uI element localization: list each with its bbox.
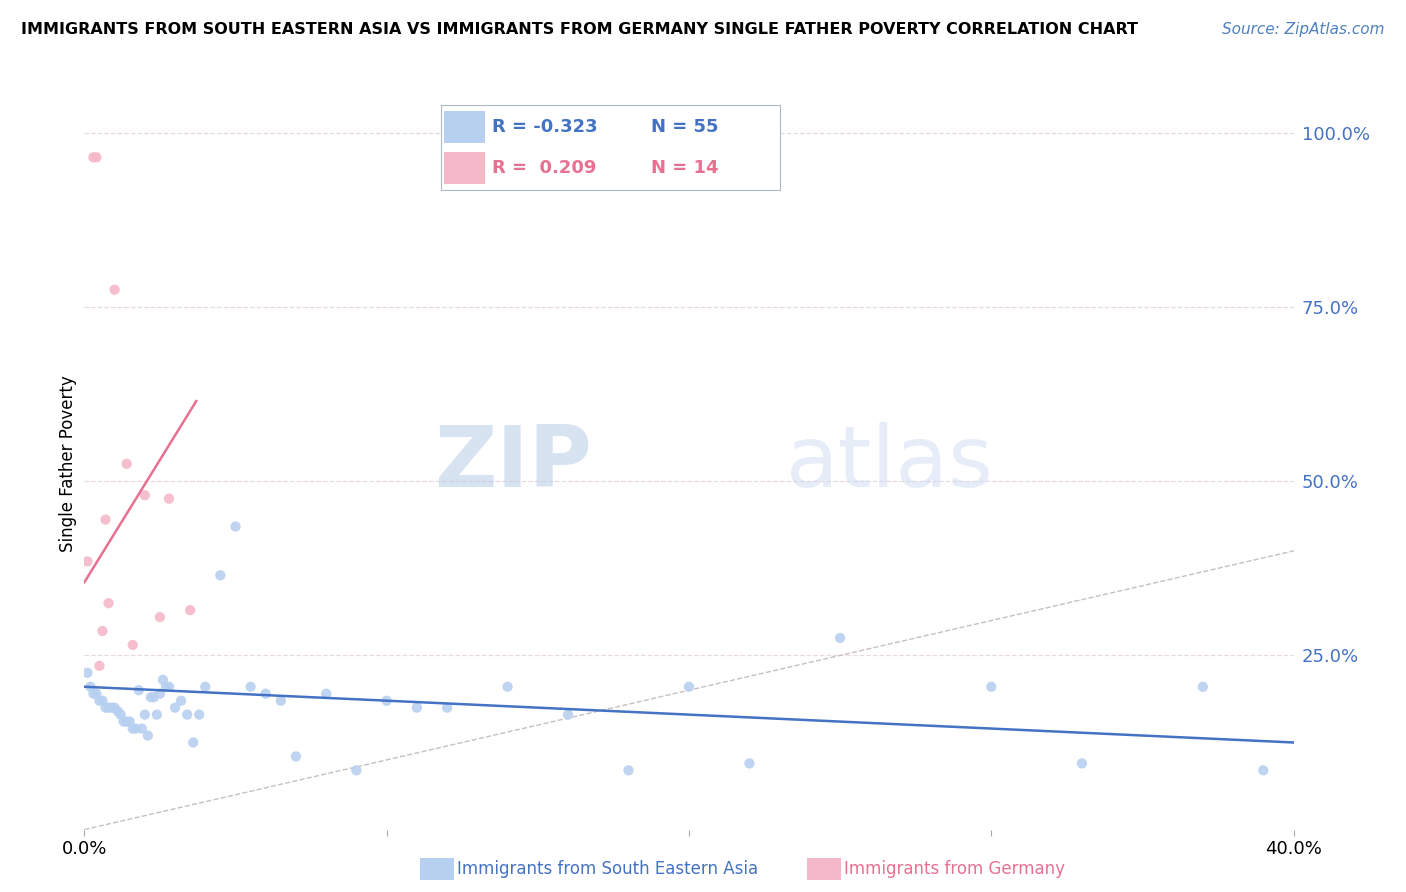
Point	[128, 683, 150, 698]
Point	[149, 610, 172, 624]
Point	[436, 700, 458, 714]
Point	[82, 687, 104, 701]
Point	[155, 680, 177, 694]
Point	[165, 700, 187, 714]
Point	[188, 707, 211, 722]
Point	[125, 722, 148, 736]
Point	[76, 665, 98, 680]
Point	[209, 568, 232, 582]
Point	[86, 687, 108, 701]
Point	[375, 694, 398, 708]
Point	[254, 687, 277, 701]
Point	[830, 631, 852, 645]
Point	[678, 680, 700, 694]
Text: ZIP: ZIP	[434, 422, 592, 506]
Point	[176, 707, 198, 722]
Point	[146, 707, 169, 722]
Point	[131, 722, 153, 736]
Point	[110, 707, 132, 722]
Point	[112, 714, 135, 729]
Point	[86, 150, 108, 164]
Point	[157, 491, 180, 506]
Point	[134, 488, 156, 502]
Point	[557, 707, 579, 722]
Point	[121, 722, 143, 736]
Point	[134, 707, 156, 722]
Point	[179, 603, 201, 617]
Point	[1253, 764, 1275, 778]
Point	[89, 694, 111, 708]
Point	[115, 714, 138, 729]
Point	[97, 596, 120, 610]
Point	[315, 687, 337, 701]
Point	[1071, 756, 1094, 771]
Point	[142, 690, 165, 705]
Point	[170, 694, 193, 708]
Point	[980, 680, 1002, 694]
Point	[346, 764, 368, 778]
Point	[100, 700, 122, 714]
Point	[157, 680, 180, 694]
Point	[152, 673, 174, 687]
Point	[239, 680, 262, 694]
Point	[107, 704, 129, 718]
Point	[79, 680, 101, 694]
Point	[76, 554, 98, 568]
Point	[104, 700, 127, 714]
Point	[181, 735, 204, 749]
Point	[91, 624, 114, 638]
Point	[115, 457, 138, 471]
Point	[149, 687, 172, 701]
Point	[738, 756, 761, 771]
Point	[270, 694, 292, 708]
Point	[194, 680, 217, 694]
Point	[136, 729, 159, 743]
Text: Source: ZipAtlas.com: Source: ZipAtlas.com	[1222, 22, 1385, 37]
Point	[1192, 680, 1215, 694]
Text: IMMIGRANTS FROM SOUTH EASTERN ASIA VS IMMIGRANTS FROM GERMANY SINGLE FATHER POVE: IMMIGRANTS FROM SOUTH EASTERN ASIA VS IM…	[21, 22, 1137, 37]
Point	[285, 749, 308, 764]
Point	[118, 714, 141, 729]
Point	[104, 283, 127, 297]
Point	[406, 700, 429, 714]
Point	[97, 700, 120, 714]
Text: Immigrants from South Eastern Asia: Immigrants from South Eastern Asia	[457, 860, 758, 878]
Point	[121, 638, 143, 652]
Point	[617, 764, 640, 778]
Y-axis label: Single Father Poverty: Single Father Poverty	[59, 376, 77, 552]
Point	[82, 150, 104, 164]
Point	[496, 680, 519, 694]
Text: atlas: atlas	[786, 422, 994, 506]
Point	[94, 700, 117, 714]
Text: Immigrants from Germany: Immigrants from Germany	[844, 860, 1064, 878]
Point	[91, 694, 114, 708]
Point	[94, 512, 117, 526]
Point	[89, 658, 111, 673]
Point	[225, 519, 247, 533]
Point	[139, 690, 162, 705]
